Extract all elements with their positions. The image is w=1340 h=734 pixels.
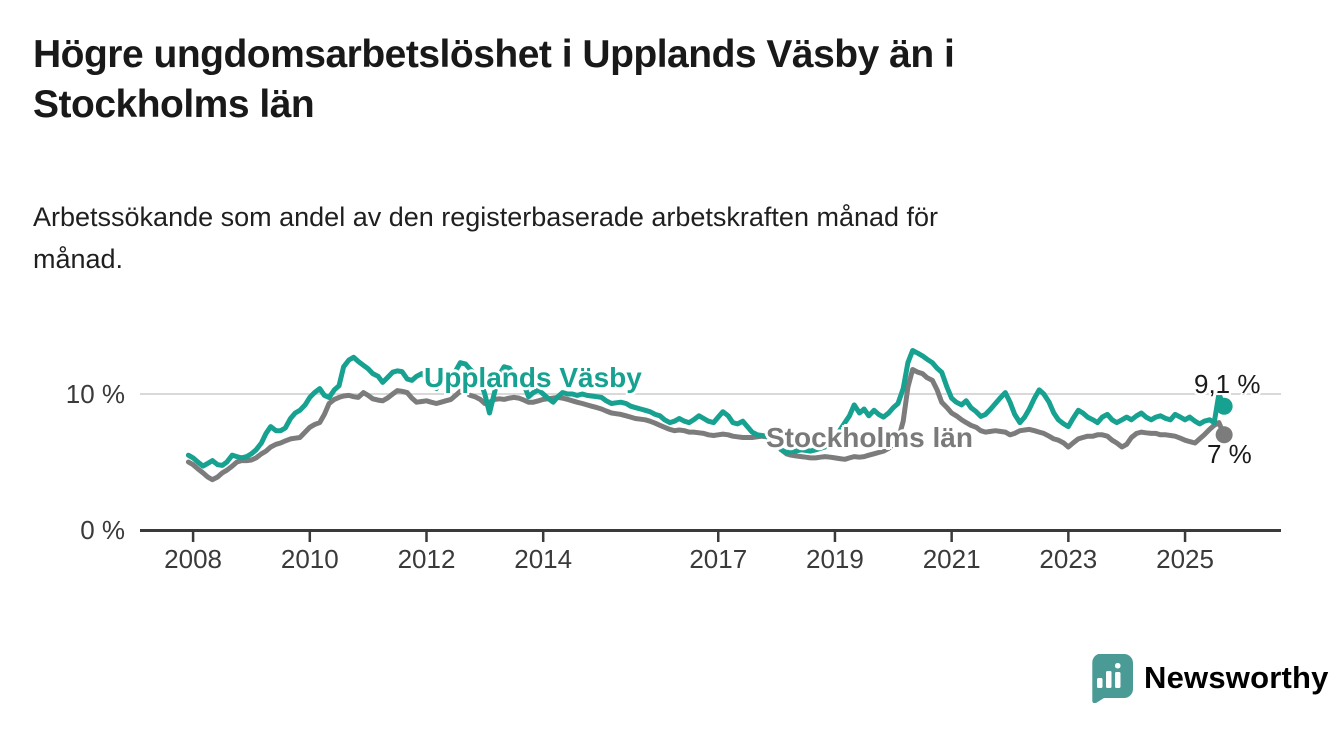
- chart-subtitle: Arbetssökande som andel av den registerb…: [33, 196, 1273, 280]
- x-axis-tick-label-2023: 2023: [1039, 544, 1098, 574]
- y-axis-tick-label-0: 0 %: [80, 515, 125, 545]
- series-label-upplands-vasby: Upplands Väsby: [424, 362, 642, 393]
- end-value-label-upplands-vasby: 9,1 %: [1194, 369, 1261, 399]
- end-dot-upplands-v-sby: [1215, 397, 1233, 415]
- page-title-line-2: Stockholms län: [33, 83, 315, 126]
- page-title: Högre ungdomsarbetslöshet i Upplands Väs…: [33, 30, 1303, 130]
- series-line-stockholms-l-n: [185, 367, 1227, 483]
- end-value-label-stockholms-lan: 7 %: [1207, 439, 1252, 469]
- chart-subtitle-line-1: Arbetssökande som andel av den registerb…: [33, 202, 939, 232]
- bar-chart-speech-bubble-icon: [1092, 654, 1133, 703]
- x-axis-tick-label-2014: 2014: [514, 544, 573, 574]
- series-line-upplands-v-sby: [185, 348, 1227, 469]
- x-axis-tick-label-2008: 2008: [164, 544, 223, 574]
- x-axis-tick-label-2012: 2012: [397, 544, 456, 574]
- x-axis-tick-label-2017: 2017: [689, 544, 748, 574]
- end-dot-stockholms-l-n: [1215, 426, 1233, 444]
- newsworthy-logo: Newsworthy: [1086, 653, 1329, 703]
- x-axis-tick-label-2010: 2010: [280, 544, 339, 574]
- chart-subtitle-line-2: månad.: [33, 244, 124, 274]
- series-label-stockholms-lan: Stockholms län: [766, 422, 973, 453]
- x-axis-tick-label-2025: 2025: [1156, 544, 1214, 574]
- page-title-line-1: Högre ungdomsarbetslöshet i Upplands Väs…: [33, 33, 955, 76]
- x-axis-tick-label-2021: 2021: [922, 544, 981, 574]
- newsworthy-logo-text: Newsworthy: [1144, 660, 1329, 695]
- y-axis-tick-label-10: 10 %: [65, 379, 125, 409]
- x-axis-tick-label-2019: 2019: [806, 544, 864, 574]
